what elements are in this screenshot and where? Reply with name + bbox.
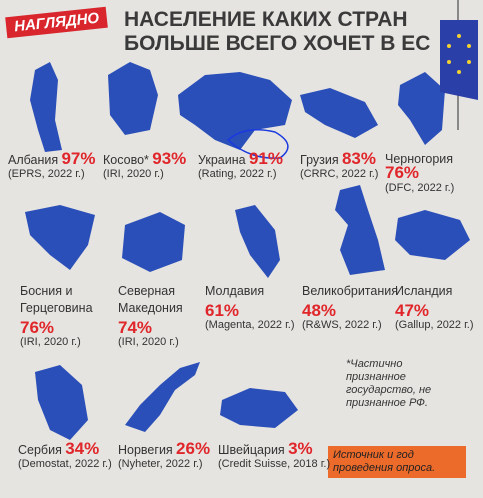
country-percent: 3% — [288, 439, 313, 458]
country-item: Сербия 34% (Demostat, 2022 г.) — [18, 439, 112, 471]
survey-source: (Nyheter, 2022 г.) — [118, 458, 203, 470]
country-name: Норвегия — [118, 443, 173, 457]
country-percent: 26% — [176, 439, 211, 458]
survey-source: (Gallup, 2022 г.) — [395, 319, 474, 331]
country-item: Косово* 93% (IRI, 2020 г.) — [103, 149, 187, 181]
survey-source: (DFC, 2022 г.) — [385, 182, 455, 194]
country-name: Сербия — [18, 443, 62, 457]
eu-flag — [440, 20, 478, 100]
country-item: Босния и Герцеговина 76% (IRI, 2020 г.) — [20, 283, 115, 349]
map-macedonia — [122, 212, 185, 272]
map-georgia — [300, 88, 378, 138]
map-ukraine — [178, 72, 292, 150]
country-name: Швейцария — [218, 443, 285, 457]
title-line: БОЛЬШЕ ВСЕГО ХОЧЕТ В ЕС — [124, 32, 431, 55]
country-name: Босния и Герцеговина — [20, 284, 93, 315]
map-norway — [125, 362, 200, 432]
survey-source: (Credit Suisse, 2018 г.) — [218, 458, 331, 470]
country-name: Грузия — [300, 153, 339, 167]
country-name: Исландия — [395, 284, 453, 298]
country-percent: 47% — [395, 301, 430, 320]
map-montenegro — [398, 72, 445, 145]
country-item: Албания 97% (EPRS, 2022 г.) — [8, 149, 96, 181]
country-name: Северная Македония — [118, 284, 183, 315]
country-percent: 76% — [20, 318, 55, 337]
title-line: НАСЕЛЕНИЕ КАКИХ СТРАН — [124, 8, 408, 31]
country-item: Молдавия 61% (Magenta, 2022 г.) — [205, 283, 300, 332]
country-percent: 97% — [61, 149, 96, 168]
map-iceland — [395, 210, 470, 260]
country-percent: 61% — [205, 301, 240, 320]
map-kosovo — [108, 62, 158, 135]
country-item: Великобритания 48% (R&WS, 2022 г.) — [302, 283, 398, 332]
survey-source: (Magenta, 2022 г.) — [205, 319, 295, 331]
survey-source: (Rating, 2022 г.) — [198, 168, 277, 180]
country-percent: 93% — [152, 149, 187, 168]
country-item: Грузия 83% (CRRC, 2022 г.) — [300, 149, 379, 181]
country-item: Норвегия 26% (Nyheter, 2022 г.) — [118, 439, 211, 471]
map-albania — [30, 62, 62, 152]
country-name: Украина — [198, 153, 246, 167]
survey-source: (IRI, 2020 г.) — [118, 336, 179, 348]
survey-source: (R&WS, 2022 г.) — [302, 319, 382, 331]
country-item: Северная Македония 74% (IRI, 2020 г.) — [118, 283, 213, 349]
country-name: Черногория — [385, 152, 454, 166]
map-serbia — [35, 365, 88, 440]
survey-source: (EPRS, 2022 г.) — [8, 168, 85, 180]
title: НАСЕЛЕНИЕ КАКИХ СТРАН БОЛЬШЕ ВСЕГО ХОЧЕТ… — [124, 8, 430, 56]
country-percent: 83% — [341, 149, 376, 168]
survey-source: (IRI, 2020 г.) — [103, 168, 164, 180]
country-name: Албания — [8, 153, 59, 167]
country-percent: 91% — [248, 149, 283, 168]
country-percent: 48% — [302, 301, 337, 320]
footnote: *Частично признанное государство, не при… — [346, 358, 432, 409]
annotation-circle — [226, 129, 289, 159]
country-item: Черногория 76% (DFC, 2022 г.) — [385, 152, 483, 195]
country-name: Молдавия — [205, 284, 265, 298]
country-name: Косово* — [103, 153, 149, 167]
country-percent: 76% — [385, 163, 420, 182]
survey-source: (Demostat, 2022 г.) — [18, 458, 112, 470]
country-name: Великобритания — [302, 284, 398, 298]
legend: Источник и год проведения опроса. — [328, 446, 466, 478]
survey-source: (CRRC, 2022 г.) — [300, 168, 379, 180]
map-moldova — [235, 205, 280, 278]
country-percent: 74% — [118, 318, 153, 337]
survey-source: (IRI, 2020 г.) — [20, 336, 81, 348]
country-item: Исландия 47% (Gallup, 2022 г.) — [395, 283, 483, 332]
map-bosnia — [25, 205, 95, 270]
country-item: Украина 91% (Rating, 2022 г.) — [198, 149, 283, 181]
map-uk — [335, 185, 385, 275]
country-item: Швейцария 3% (Credit Suisse, 2018 г.) — [218, 439, 331, 471]
map-switzerland — [220, 388, 298, 428]
country-percent: 34% — [65, 439, 100, 458]
